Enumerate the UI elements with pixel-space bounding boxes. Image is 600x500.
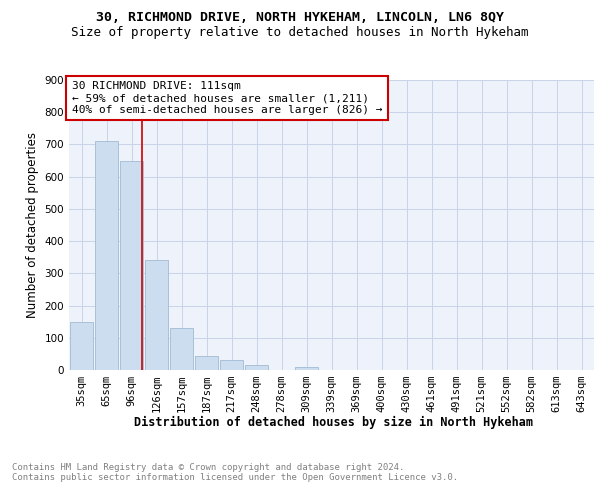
Bar — [170, 328, 193, 370]
Bar — [95, 141, 118, 370]
Bar — [195, 356, 218, 370]
Text: Distribution of detached houses by size in North Hykeham: Distribution of detached houses by size … — [134, 416, 533, 429]
Text: 30 RICHMOND DRIVE: 111sqm
← 59% of detached houses are smaller (1,211)
40% of se: 30 RICHMOND DRIVE: 111sqm ← 59% of detac… — [71, 82, 382, 114]
Bar — [245, 366, 268, 370]
Text: Size of property relative to detached houses in North Hykeham: Size of property relative to detached ho… — [71, 26, 529, 39]
Text: 30, RICHMOND DRIVE, NORTH HYKEHAM, LINCOLN, LN6 8QY: 30, RICHMOND DRIVE, NORTH HYKEHAM, LINCO… — [96, 11, 504, 24]
Y-axis label: Number of detached properties: Number of detached properties — [26, 132, 39, 318]
Bar — [220, 360, 243, 370]
Text: Contains HM Land Registry data © Crown copyright and database right 2024.
Contai: Contains HM Land Registry data © Crown c… — [12, 463, 458, 482]
Bar — [70, 322, 93, 370]
Bar — [120, 160, 143, 370]
Bar — [145, 260, 168, 370]
Bar — [295, 367, 318, 370]
